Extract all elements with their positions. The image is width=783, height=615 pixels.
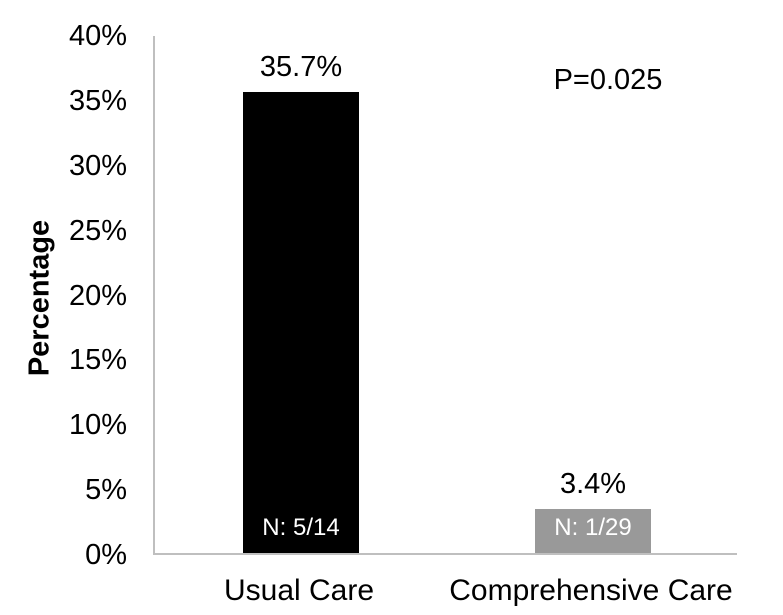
y-tick-label: 20%	[68, 279, 127, 312]
bar-value-label: 3.4%	[559, 468, 627, 501]
x-axis-category-labels: Usual Care Comprehensive Care	[153, 574, 737, 608]
bar-n-label: N: 1/29	[554, 514, 632, 541]
bar-comprehensive-care	[535, 509, 651, 553]
y-tick-label: 30%	[68, 149, 127, 182]
y-tick-label: 10%	[68, 409, 127, 442]
y-tick-label: 35%	[68, 84, 127, 117]
plot-area: 35.7% N: 5/14 3.4% N: 1/29	[153, 36, 737, 555]
y-tick-label: 15%	[68, 344, 127, 377]
x-axis-label-usual-care: Usual Care	[223, 574, 375, 607]
p-value-annotation: P=0.025	[553, 64, 663, 96]
bar-value-label: 35.7%	[259, 50, 343, 83]
y-tick-label: 0%	[85, 539, 127, 571]
y-tick-label: 5%	[85, 474, 127, 507]
y-tick-label: 40%	[68, 20, 127, 52]
bar-n-label: N: 5/14	[262, 514, 340, 541]
x-axis-label-comprehensive-care: Comprehensive Care	[449, 574, 733, 607]
bar-usual-care	[243, 91, 359, 553]
y-tick-label: 25%	[68, 214, 127, 247]
